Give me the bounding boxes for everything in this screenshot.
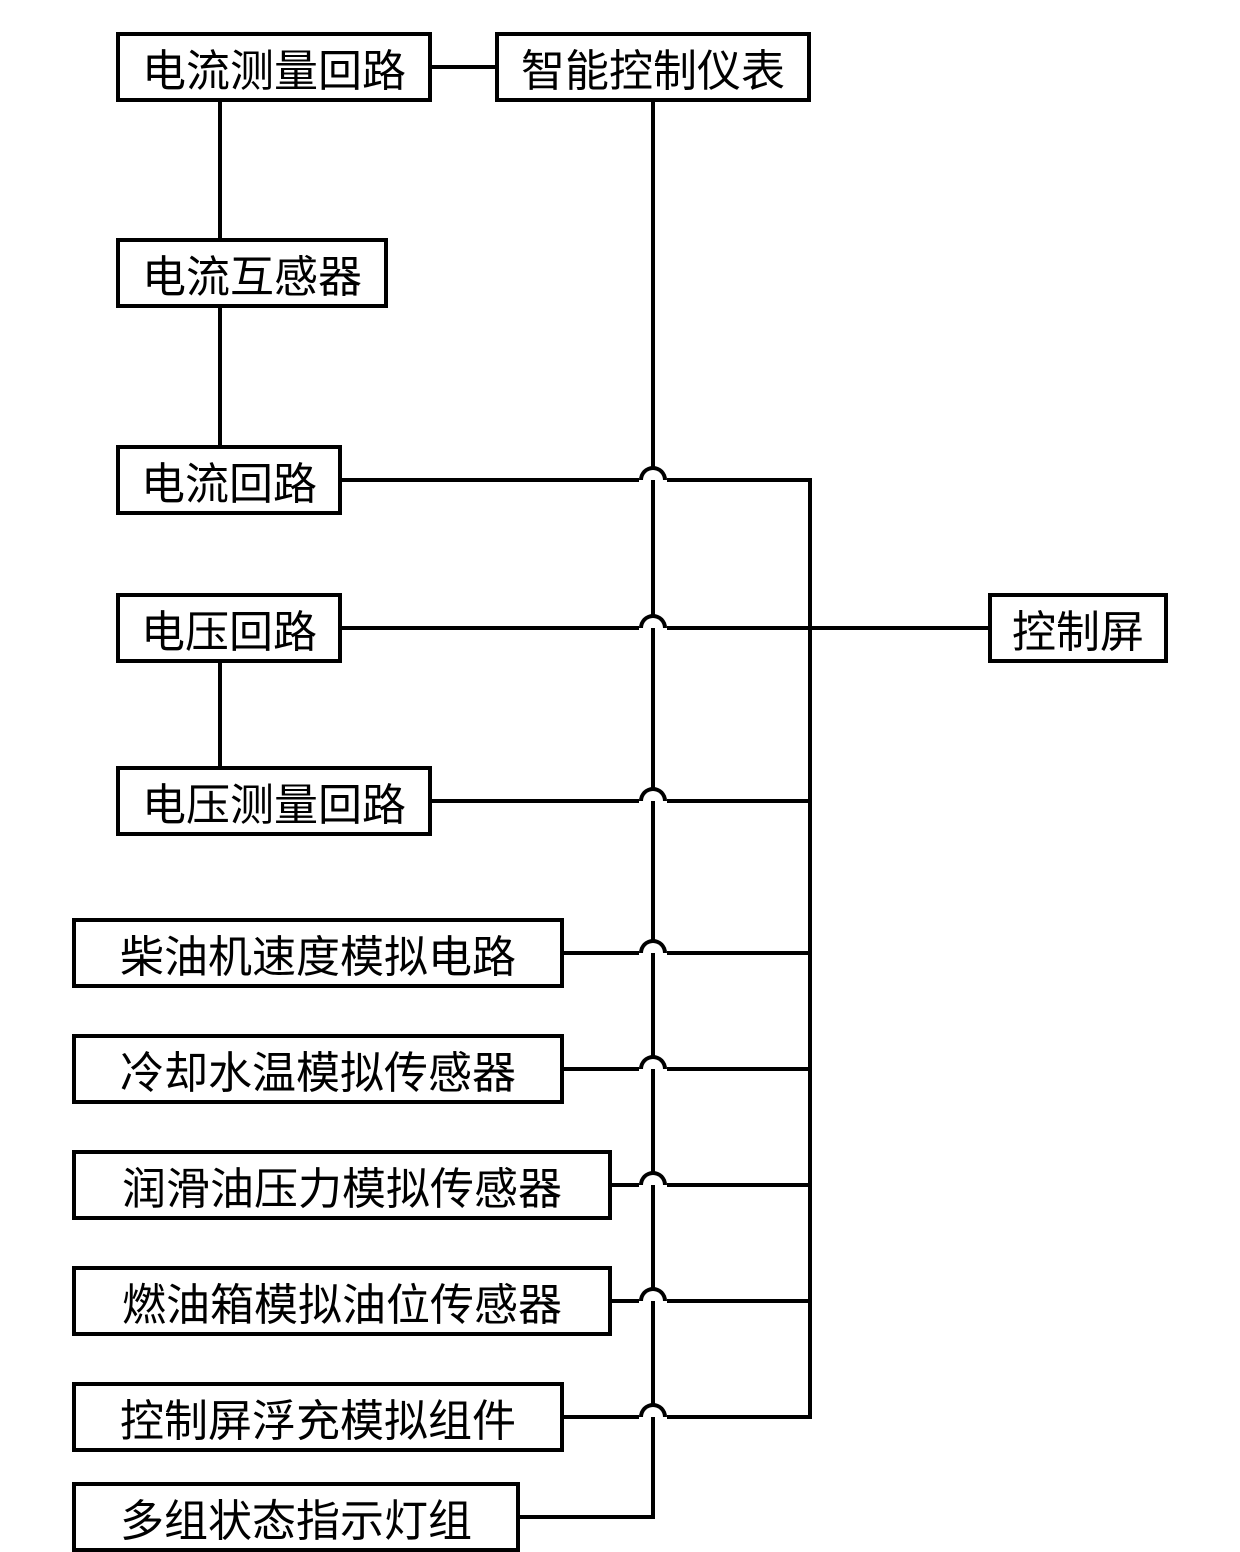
node-label: 控制屏浮充模拟组件	[120, 1385, 516, 1449]
line-hop	[639, 466, 667, 480]
tap-n_cooling_temp-b	[667, 1067, 812, 1071]
node-label: 柴油机速度模拟电路	[120, 921, 516, 985]
tap-n_float_charge-b	[667, 1415, 812, 1419]
node-label: 冷却水温模拟传感器	[120, 1037, 516, 1101]
node-label: 电压测量回路	[142, 769, 406, 833]
line-hop	[639, 1403, 667, 1417]
node-n_smart_meter: 智能控制仪表	[495, 32, 811, 102]
node-n_ct: 电流互感器	[116, 238, 388, 308]
edge-bus-controlpanel	[810, 626, 988, 630]
node-label: 电流测量回路	[142, 35, 406, 99]
node-label: 智能控制仪表	[521, 35, 785, 99]
tap-n_voltage_loop-a	[342, 626, 639, 630]
node-n_current_loop: 电流回路	[116, 445, 342, 515]
tap-n_current_loop-b	[667, 478, 812, 482]
tap-n_diesel_speed-b	[667, 951, 812, 955]
line-hop	[639, 614, 667, 628]
node-label: 燃油箱模拟油位传感器	[122, 1269, 562, 1333]
node-label: 电压回路	[141, 596, 317, 660]
node-n_fuel_level: 燃油箱模拟油位传感器	[72, 1266, 612, 1336]
tap-n_current_loop-a	[342, 478, 639, 482]
tap-n_voltage_measure-b	[667, 799, 812, 803]
node-n_control_panel: 控制屏	[988, 593, 1168, 663]
line-hop	[639, 787, 667, 801]
node-n_led_groups: 多组状态指示灯组	[72, 1482, 520, 1552]
node-n_lube_pressure: 润滑油压力模拟传感器	[72, 1150, 612, 1220]
tap-n_voltage_loop-b	[667, 626, 812, 630]
edge-ct-cl	[218, 308, 222, 445]
tap-n_diesel_speed-a	[564, 951, 639, 955]
node-label: 电流互感器	[142, 241, 362, 305]
line-hop	[639, 1055, 667, 1069]
tap-n_voltage_measure-a	[432, 799, 639, 803]
edge-cm-ct	[218, 102, 222, 238]
tap-n_fuel_level-a	[612, 1299, 639, 1303]
bus-smart-meter	[651, 102, 655, 1519]
bus-control-panel	[808, 478, 812, 1419]
edge-cm-smart	[432, 65, 495, 69]
line-hop	[639, 1171, 667, 1185]
tap-n_float_charge-a	[564, 1415, 639, 1419]
node-label: 电流回路	[141, 448, 317, 512]
node-label: 控制屏	[1012, 596, 1144, 660]
node-label: 多组状态指示灯组	[120, 1485, 472, 1549]
node-n_voltage_measure: 电压测量回路	[116, 766, 432, 836]
node-label: 润滑油压力模拟传感器	[122, 1153, 562, 1217]
node-n_diesel_speed: 柴油机速度模拟电路	[72, 918, 564, 988]
node-n_voltage_loop: 电压回路	[116, 593, 342, 663]
node-n_float_charge: 控制屏浮充模拟组件	[72, 1382, 564, 1452]
line-hop	[639, 939, 667, 953]
tap-n_lube_pressure-a	[612, 1183, 639, 1187]
tap-n_fuel_level-b	[667, 1299, 812, 1303]
line-hop	[639, 1287, 667, 1301]
node-n_current_measure: 电流测量回路	[116, 32, 432, 102]
tap-n_lube_pressure-b	[667, 1183, 812, 1187]
node-n_cooling_temp: 冷却水温模拟传感器	[72, 1034, 564, 1104]
edge-vl-vm	[218, 663, 222, 766]
tap-n_cooling_temp-a	[564, 1067, 639, 1071]
tap-n_led_groups	[520, 1515, 655, 1519]
